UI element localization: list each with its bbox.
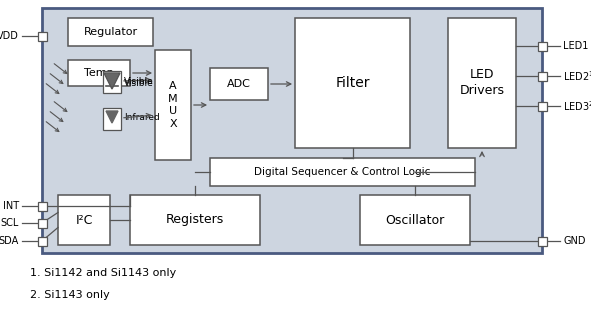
Polygon shape — [104, 73, 120, 89]
Bar — [42, 8, 542, 253]
Text: VDD: VDD — [0, 31, 19, 41]
Bar — [537, 42, 547, 50]
Text: SDA: SDA — [0, 236, 19, 246]
Text: Filter: Filter — [335, 76, 370, 90]
Text: Visible: Visible — [124, 79, 154, 87]
Text: 2. Si1143 only: 2. Si1143 only — [30, 290, 110, 300]
Bar — [37, 202, 47, 211]
Text: Regulator: Regulator — [83, 27, 138, 37]
Text: GND: GND — [563, 236, 586, 246]
Text: Infrared: Infrared — [124, 113, 160, 123]
Text: A
M
U
X: A M U X — [168, 81, 178, 129]
Bar — [58, 195, 110, 245]
Bar — [130, 195, 260, 245]
Text: Oscillator: Oscillator — [385, 214, 444, 227]
Text: ADC: ADC — [227, 79, 251, 89]
Bar — [295, 18, 410, 148]
Polygon shape — [106, 74, 118, 86]
Bar — [103, 108, 121, 130]
Text: Temp: Temp — [84, 68, 114, 78]
Bar — [37, 32, 47, 41]
Bar — [68, 60, 130, 86]
Text: I²C: I²C — [75, 214, 93, 227]
Text: INT: INT — [3, 201, 19, 211]
Bar — [37, 237, 47, 245]
Text: Visible: Visible — [124, 76, 154, 85]
Bar — [537, 72, 547, 81]
Text: Registers: Registers — [166, 214, 224, 227]
Bar — [210, 68, 268, 100]
Bar — [360, 195, 470, 245]
Bar — [448, 18, 516, 148]
Bar — [68, 18, 153, 46]
Text: SCL: SCL — [1, 218, 19, 228]
Text: Digital Sequencer & Control Logic: Digital Sequencer & Control Logic — [254, 167, 431, 177]
Bar — [537, 101, 547, 111]
Text: LED3$^{2}$: LED3$^{2}$ — [563, 99, 591, 113]
Text: LED2$^{1}$: LED2$^{1}$ — [563, 69, 591, 83]
Bar — [37, 218, 47, 227]
Text: 1. Si1142 and Si1143 only: 1. Si1142 and Si1143 only — [30, 268, 176, 278]
Text: LED
Drivers: LED Drivers — [459, 69, 505, 98]
Bar — [537, 237, 547, 245]
Polygon shape — [106, 111, 118, 123]
Bar — [210, 158, 475, 186]
Text: LED1: LED1 — [563, 41, 589, 51]
Bar — [155, 50, 191, 160]
Bar — [103, 71, 121, 93]
